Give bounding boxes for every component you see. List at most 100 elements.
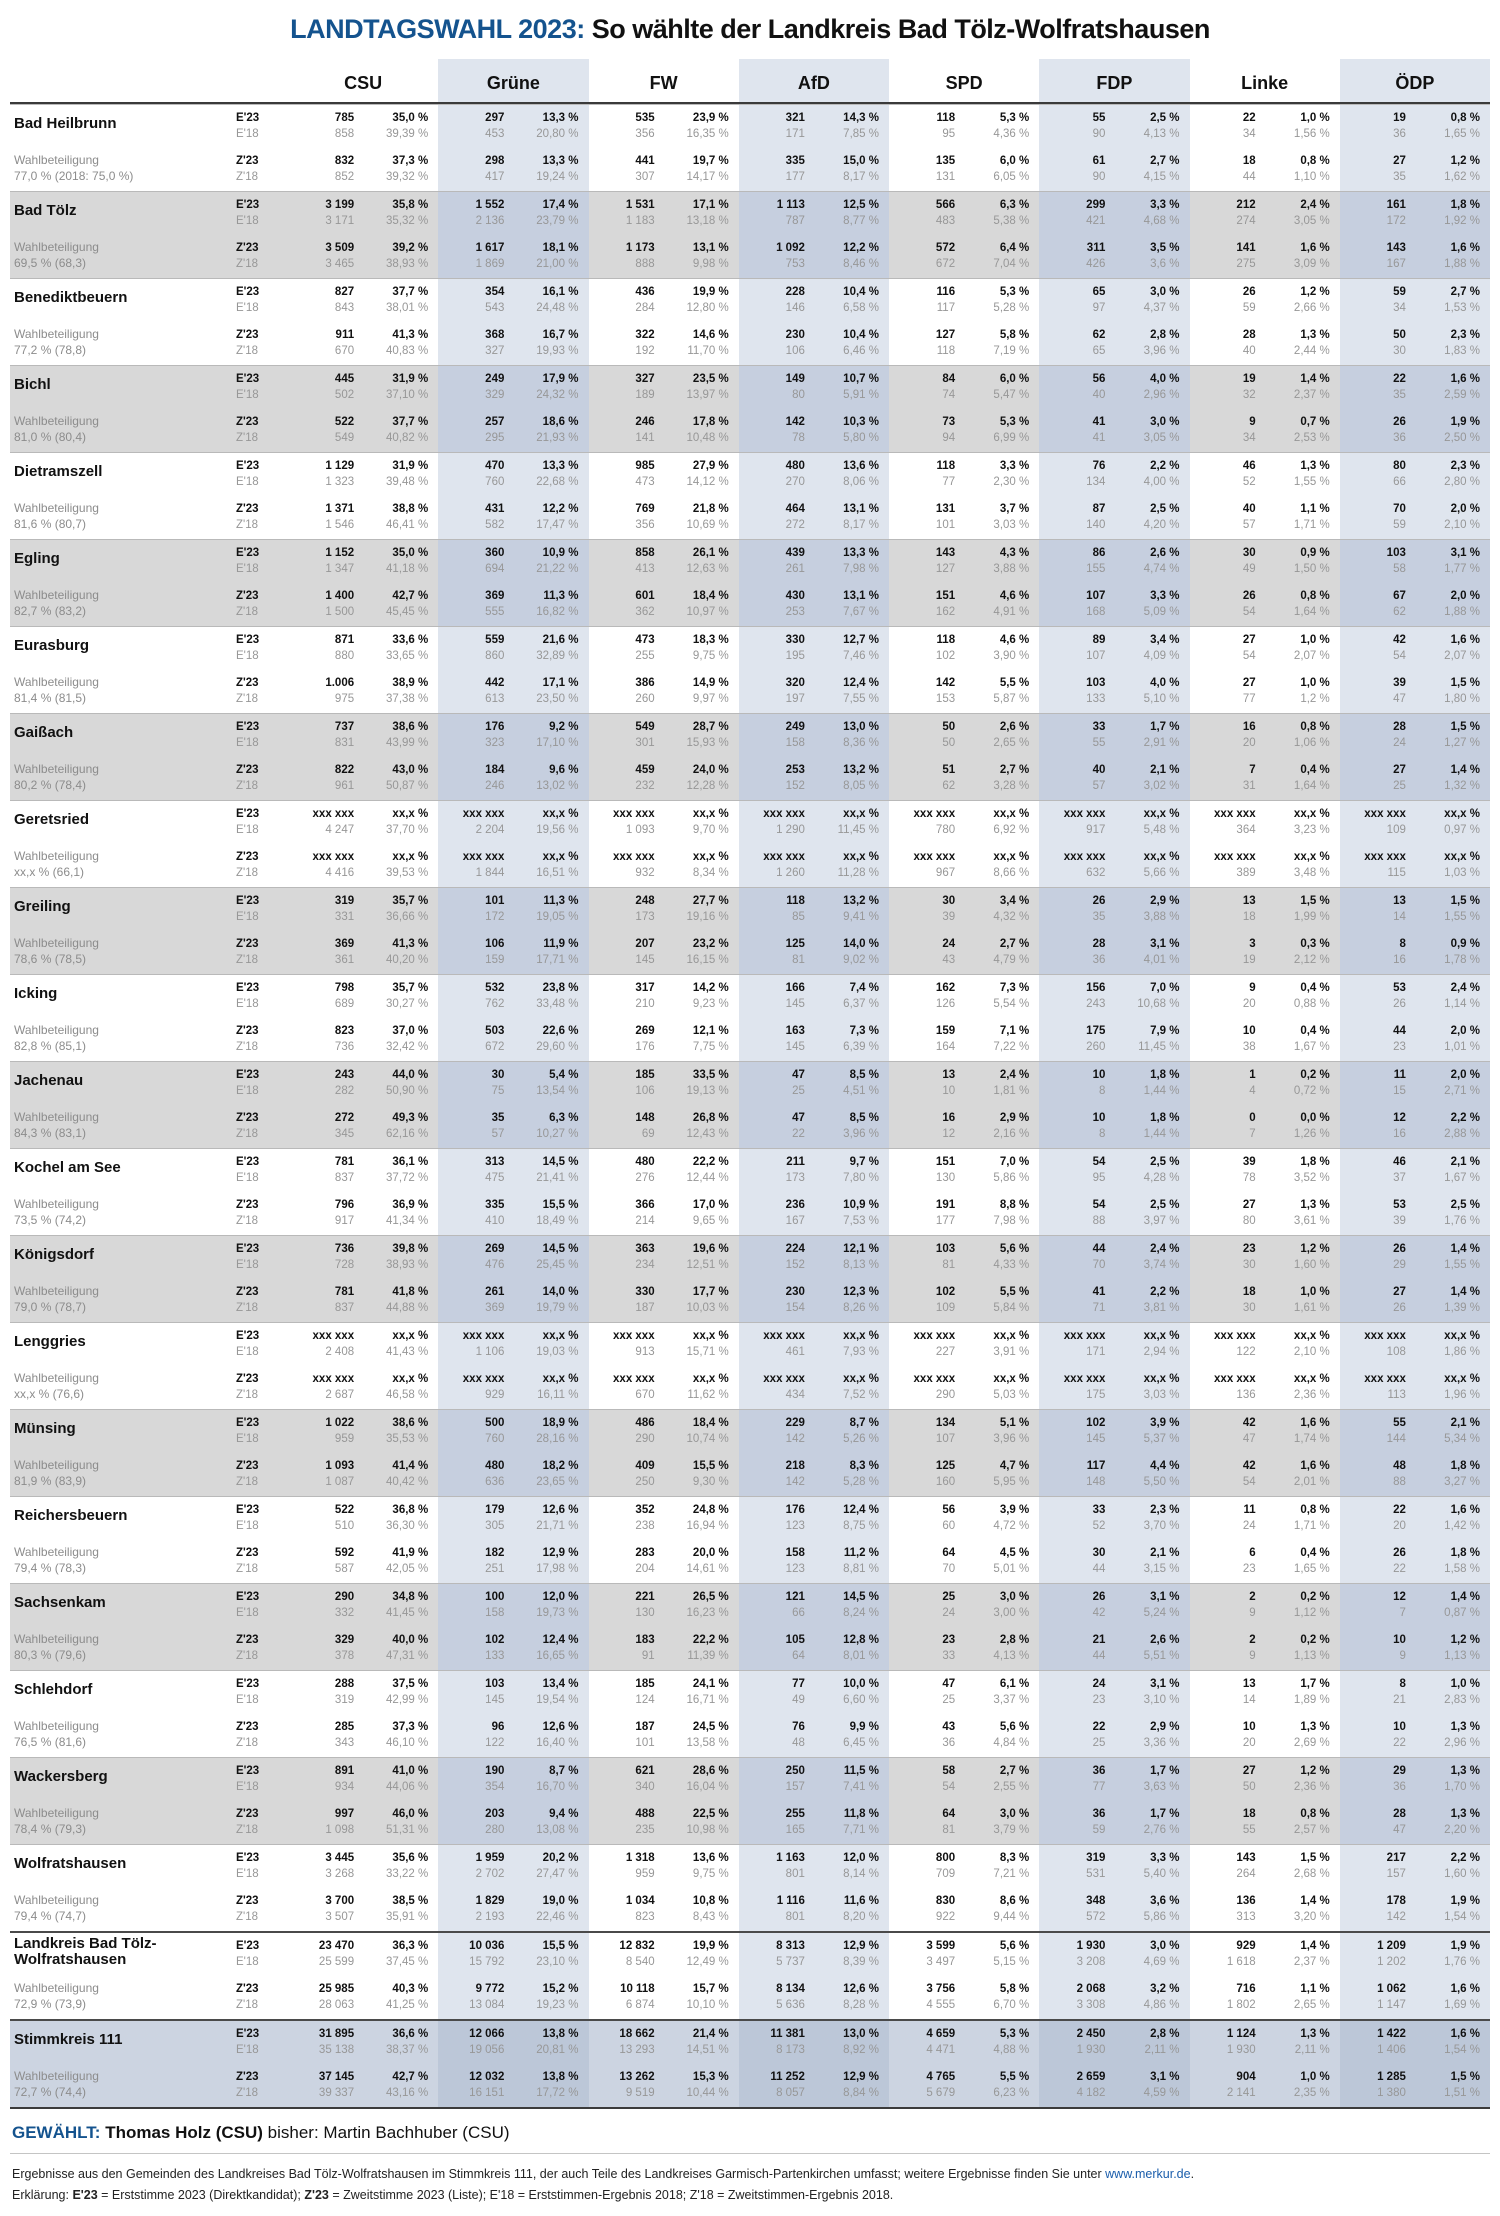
row-spacer — [1190, 316, 1340, 327]
result-cell: 133 5,10 % — [1039, 691, 1190, 713]
vote-count: 36 — [1393, 1781, 1406, 1793]
vote-percent: 5,26 % — [843, 1433, 879, 1445]
result-cell: 28 063 41,25 % — [288, 1997, 438, 2019]
merkur-link[interactable]: www.merkur.de — [1105, 2167, 1191, 2181]
vote-percent: 1,3 % — [1300, 1721, 1330, 1733]
vote-percent: 35,0 % — [392, 547, 429, 559]
vote-percent: 2,36 % — [1293, 1389, 1330, 1401]
result-cell: 1 285 1,5 % — [1339, 2069, 1490, 2085]
vote-count: 12 — [1393, 1112, 1406, 1124]
result-cell: 7 1,26 % — [1190, 1126, 1340, 1148]
vote-percent: 6,0 % — [999, 373, 1030, 385]
vote-count: 670 — [334, 345, 355, 357]
result-cell: 959 9,75 % — [589, 1866, 739, 1882]
vote-count: 488 — [635, 1808, 655, 1820]
row-spacer — [738, 1012, 889, 1023]
vote-count: 55 — [1092, 112, 1106, 124]
vote-percent: 35,7 % — [392, 982, 429, 994]
vote-count: 248 — [635, 895, 655, 907]
vote-percent: 5,3 % — [999, 112, 1030, 124]
result-cell: 27 1,2 % — [1339, 153, 1490, 169]
vote-percent: 27,9 % — [692, 460, 729, 472]
vote-count: 131 — [935, 171, 956, 183]
vote-percent: 4,0 % — [1150, 677, 1180, 689]
result-cell: 780 6,92 % — [889, 822, 1039, 838]
vote-count: 295 — [485, 432, 505, 444]
vote-count: 21 — [1092, 1634, 1106, 1646]
result-cell: 12 1,4 % — [1339, 1584, 1490, 1605]
vote-percent: 9,65 % — [692, 1215, 729, 1227]
vote-percent: 4,5 % — [999, 1547, 1030, 1559]
vote-percent: 1,76 % — [1444, 1956, 1480, 1968]
result-cell: 9 1,13 % — [1190, 1648, 1340, 1670]
vote-percent: 0,88 % — [1293, 998, 1330, 1010]
vote-count: 54 — [942, 1781, 956, 1793]
vote-count: 2 204 — [475, 824, 505, 836]
row-spacer — [222, 1621, 288, 1632]
vote-percent: 12,9 % — [843, 2071, 879, 2083]
vote-percent: 17,1 % — [542, 677, 579, 689]
vote-count: 116 — [936, 286, 956, 298]
vote-count: 4 — [1249, 1085, 1256, 1097]
vote-percent: 15,5 % — [542, 1940, 579, 1952]
elected-label: GEWÄHLT: — [12, 2123, 101, 2142]
result-cell: 184 9,6 % — [438, 762, 589, 778]
vote-count: 434 — [785, 1389, 805, 1401]
result-cell: 8 1,44 % — [1039, 1083, 1190, 1099]
vote-percent: 10,98 % — [686, 1824, 729, 1836]
vote-count: 9 — [1249, 416, 1256, 428]
row-spacer — [1339, 1708, 1490, 1719]
result-cell: 27 1,3 % — [1190, 1197, 1340, 1213]
result-cell: 12 2,16 % — [889, 1126, 1039, 1148]
row-spacer — [1339, 1012, 1490, 1023]
result-cell: 26 2,9 % — [1039, 888, 1190, 909]
vote-percent: 10,9 % — [843, 1199, 879, 1211]
vote-percent: 2,35 % — [1293, 2087, 1330, 2099]
result-cell: xxx xxx xx,x % — [1190, 849, 1340, 865]
row-code: Z'18 — [236, 171, 259, 183]
result-cell: 36 1,7 % — [1039, 1806, 1190, 1822]
vote-count: 142 — [785, 416, 805, 428]
vote-percent: 5,09 % — [1143, 606, 1180, 618]
vote-percent: 6,99 % — [993, 432, 1030, 444]
result-cell: 801 8,20 % — [738, 1909, 889, 1931]
result-cell: 3 171 35,32 % — [288, 213, 438, 229]
vote-count: 1 546 — [325, 519, 355, 531]
vote-percent: 12,4 % — [843, 677, 879, 689]
result-cell: 2 450 2,8 % — [1039, 2021, 1190, 2042]
vote-percent: 4,37 % — [1143, 302, 1180, 314]
vote-count: 327 — [485, 345, 505, 357]
result-cell: 601 18,4 % — [589, 588, 739, 604]
vote-count: 409 — [635, 1460, 655, 1472]
vote-percent: 23,9 % — [692, 112, 729, 124]
row-spacer — [222, 142, 288, 153]
vote-percent: 43,99 % — [386, 737, 429, 749]
vote-count: 190 — [485, 1765, 505, 1777]
result-cell: 35 1,62 % — [1339, 169, 1490, 191]
vote-percent: 8,7 % — [849, 1417, 879, 1429]
vote-percent: 38,01 % — [386, 302, 429, 314]
vote-count: 260 — [1086, 1041, 1106, 1053]
result-cell: xxx xxx xx,x % — [589, 1371, 739, 1387]
municipality-block: Wackersberg Wahlbeteiligung 78,4 % (79,3) E… — [10, 1757, 1490, 1844]
vote-count: 126 — [935, 998, 956, 1010]
vote-count: 822 — [334, 764, 355, 776]
result-cell: 116 5,3 % — [889, 279, 1039, 300]
result-cell: 22 1,0 % — [1190, 105, 1340, 126]
vote-percent: 4,69 % — [1143, 1956, 1180, 1968]
vote-count: 85 — [792, 911, 805, 923]
vote-count: 888 — [635, 258, 655, 270]
vote-count: 89 — [1092, 634, 1106, 646]
vote-count: 1 093 — [625, 824, 655, 836]
result-cell: 843 38,01 % — [288, 300, 438, 316]
vote-count: 34 — [1242, 128, 1256, 140]
turnout-label: Wahlbeteiligung — [14, 501, 99, 515]
vote-count: 431 — [485, 503, 505, 515]
result-cell: 352 24,8 % — [589, 1497, 739, 1518]
vote-count: 42 — [1242, 1460, 1256, 1472]
result-cell: 18 1,99 % — [1190, 909, 1340, 925]
result-cell: 475 21,41 % — [438, 1170, 589, 1186]
vote-count: 151 — [935, 590, 956, 602]
row-code: E'18 — [236, 911, 259, 923]
vote-percent: 1,6 % — [1450, 1504, 1480, 1516]
